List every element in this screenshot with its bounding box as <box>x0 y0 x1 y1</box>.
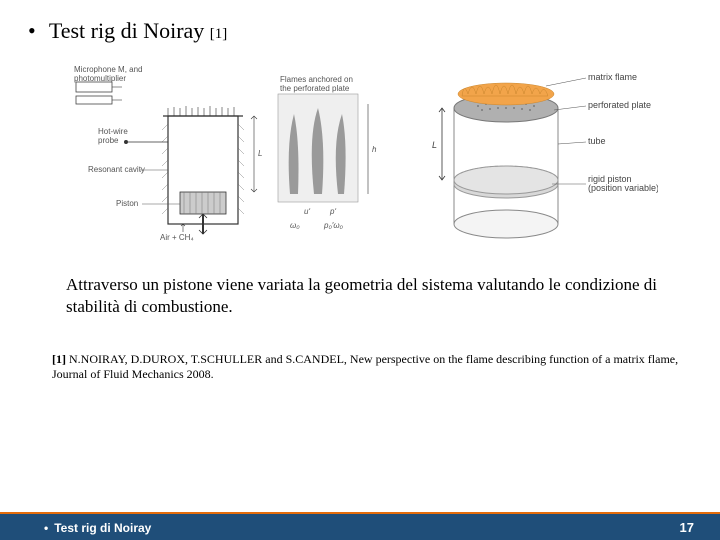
title-text: Test rig di Noiray <box>49 18 204 43</box>
label-hotwire-text: Hot-wireprobe <box>98 127 128 145</box>
label-matrix-flame: matrix flame <box>588 72 637 82</box>
label-rigid-piston: rigid piston(position variable) <box>588 174 658 193</box>
citation: [1] N.NOIRAY, D.DUROX, T.SCHULLER and S.… <box>52 352 682 382</box>
title-bullet: • <box>28 18 36 43</box>
title-ref: [1] <box>210 26 228 42</box>
label-h: h <box>372 145 377 154</box>
label-w0: ω₀ <box>290 221 300 230</box>
label-perf-plate: perforated plate <box>588 100 651 110</box>
slide-title: • Test rig di Noiray [1] <box>28 18 692 44</box>
label-p0: p₀′ω₀ <box>323 221 344 230</box>
body-paragraph: Attraverso un pistone viene variata la g… <box>66 274 682 318</box>
label-hotwire: Hot-wireprobe <box>98 127 128 145</box>
footer-text-label: Test rig di Noiray <box>54 521 151 535</box>
citation-ref: [1] <box>52 352 66 366</box>
label-piston: Piston <box>116 199 138 208</box>
figure-test-rig-schematic: Microphone M, andphotomultiplier <box>68 64 408 244</box>
figure-cylinder-3d: L matrix flame perforated plate tube rig… <box>428 64 658 244</box>
label-rigid-piston-text: rigid piston(position variable) <box>588 174 658 193</box>
label-mic: Microphone M, andphotomultiplier <box>74 65 142 83</box>
label-flames: Flames anchored onthe perforated plate <box>280 75 353 93</box>
footer-title: • Test rig di Noiray <box>44 521 151 535</box>
citation-text: N.NOIRAY, D.DUROX, T.SCHULLER and S.CAND… <box>52 352 678 381</box>
slide: • Test rig di Noiray [1] Microphone M, a… <box>0 0 720 540</box>
label-air: Air + CH₄ <box>160 233 194 242</box>
figure-row: Microphone M, andphotomultiplier <box>68 64 692 244</box>
page-number: 17 <box>680 520 694 535</box>
label-mic-text: Microphone M, andphotomultiplier <box>74 65 142 83</box>
label-tube: tube <box>588 136 606 146</box>
label-L: L <box>258 149 262 158</box>
label-L-right: L <box>432 140 437 150</box>
footer-bullet: • <box>44 521 48 535</box>
label-flames-text: Flames anchored onthe perforated plate <box>280 75 353 93</box>
label-u: uʹ <box>304 207 310 216</box>
label-p: pʹ <box>329 207 336 216</box>
label-cavity: Resonant cavity <box>88 165 145 174</box>
footer: • Test rig di Noiray 17 <box>0 510 720 540</box>
